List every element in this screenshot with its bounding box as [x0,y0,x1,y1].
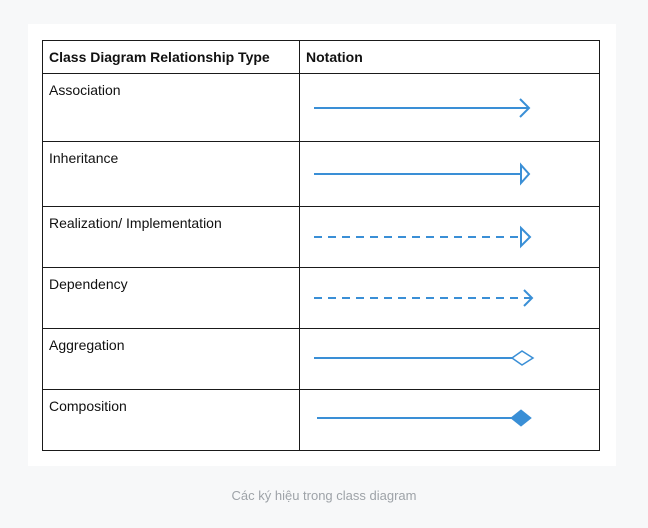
figure-card: Class Diagram Relationship Type Notation… [28,24,616,466]
association-arrow-icon [314,98,531,118]
notation-cell [299,206,600,268]
notation-cell [299,389,600,451]
notation-cell [299,328,600,390]
header-relationship-type: Class Diagram Relationship Type [42,40,300,74]
relationship-type-association: Association [42,73,300,142]
realization-arrow-icon [314,225,532,249]
relationship-table: Class Diagram Relationship Type Notation… [42,40,600,451]
relationship-type-composition: Composition [42,389,300,451]
notation-cell [299,73,600,142]
table-row: Realization/ Implementation [42,206,600,268]
table-header-row: Class Diagram Relationship Type Notation [42,40,600,74]
notation-cell [299,141,600,207]
relationship-type-dependency: Dependency [42,267,300,329]
relationship-type-inheritance: Inheritance [42,141,300,207]
header-notation: Notation [299,40,600,74]
table-row: Inheritance [42,141,600,207]
composition-diamond-icon [317,409,532,427]
table-row: Association [42,73,600,142]
figure-caption: Các ký hiệu trong class diagram [231,488,417,503]
relationship-type-aggregation: Aggregation [42,328,300,390]
aggregation-diamond-icon [314,350,535,366]
notation-cell [299,267,600,329]
relationship-type-realization: Realization/ Implementation [42,206,300,268]
table-row: Aggregation [42,328,600,390]
table-row: Dependency [42,267,600,329]
table-row: Composition [42,389,600,451]
dependency-arrow-icon [314,289,534,307]
inheritance-arrow-icon [314,162,531,186]
